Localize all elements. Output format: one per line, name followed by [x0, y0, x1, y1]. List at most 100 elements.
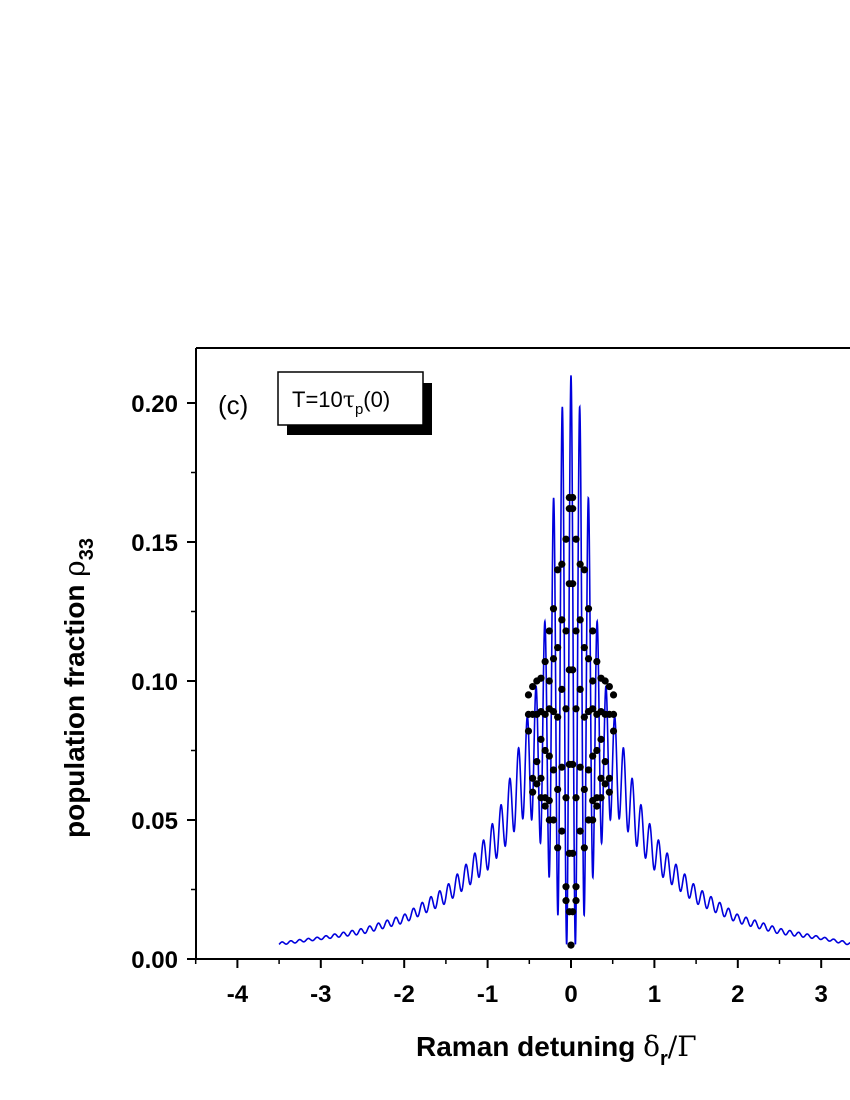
data-point — [605, 682, 613, 691]
data-point — [572, 705, 580, 713]
data-point — [567, 941, 575, 949]
data-point — [584, 605, 593, 613]
data-point — [524, 691, 533, 699]
y-tick-label: 0.00 — [131, 947, 178, 974]
data-point — [601, 758, 609, 766]
data-point — [569, 908, 577, 916]
data-point — [545, 677, 553, 685]
data-point — [529, 788, 537, 796]
data-point — [562, 535, 570, 543]
data-point — [558, 616, 566, 624]
annotation-symbol: τ — [343, 388, 355, 413]
data-point — [569, 849, 577, 857]
data-point — [572, 897, 580, 905]
data-point — [533, 758, 541, 766]
y-axis-title-subscript: 33 — [76, 538, 98, 560]
annotation-box: T=10τp(0) — [277, 371, 432, 435]
data-point — [597, 774, 605, 782]
data-point — [541, 657, 549, 666]
data-point — [529, 774, 537, 782]
x-axis-title-text: Raman detuning — [416, 1031, 643, 1062]
x-axis-title-symbol: δ — [643, 1030, 660, 1063]
data-point — [580, 566, 588, 574]
data-point — [554, 785, 562, 794]
data-point — [609, 727, 618, 735]
data-point — [549, 707, 558, 716]
data-point — [580, 785, 588, 794]
data-point — [562, 883, 570, 891]
plot-frame — [195, 347, 850, 960]
data-point — [609, 691, 618, 699]
x-axis-title-subscript: r — [660, 1048, 668, 1070]
data-point — [584, 655, 593, 663]
annotation-box-frame — [277, 371, 424, 426]
data-point — [572, 535, 580, 543]
annotation-text: T=10τp(0) — [292, 387, 390, 418]
data-point — [549, 766, 558, 774]
data-point — [562, 897, 570, 905]
data-point — [580, 644, 588, 652]
data-point — [558, 827, 566, 835]
data-point — [605, 774, 613, 782]
data-point — [601, 677, 609, 685]
x-tick-label: 2 — [731, 981, 744, 1008]
data-point — [593, 802, 601, 810]
x-tick-label: -1 — [477, 981, 498, 1008]
y-tick-label: 0.05 — [131, 808, 178, 835]
panel-label: (c) — [218, 390, 248, 420]
y-tick-label: 0.20 — [131, 391, 178, 418]
x-axis-title-suffix: /Γ — [668, 1030, 697, 1063]
data-point — [589, 705, 597, 713]
data-point — [580, 844, 588, 852]
data-point — [569, 505, 577, 513]
data-point — [601, 780, 609, 788]
data-point — [537, 674, 545, 682]
data-point — [569, 493, 577, 502]
data-point — [558, 763, 566, 771]
data-point — [593, 657, 601, 666]
y-axis-title-text: population fraction — [59, 577, 90, 838]
data-point — [562, 705, 570, 713]
data-point — [524, 727, 533, 735]
data-point — [537, 735, 545, 743]
data-point — [554, 644, 562, 652]
data-point — [549, 605, 558, 613]
data-point — [554, 713, 562, 721]
data-point — [589, 752, 597, 760]
x-tick-label: 3 — [815, 981, 828, 1008]
data-point — [605, 788, 613, 796]
data-point — [572, 627, 580, 635]
data-point — [562, 627, 570, 635]
data-point — [597, 794, 605, 802]
data-point — [589, 677, 597, 685]
data-point — [576, 560, 584, 568]
series-points-experiment — [524, 493, 618, 949]
x-tick-label: 1 — [648, 981, 661, 1008]
data-point — [529, 682, 537, 691]
data-point — [593, 746, 601, 755]
data-point — [549, 655, 558, 663]
data-point — [545, 627, 553, 635]
annotation-suffix: (0) — [363, 387, 390, 412]
data-point — [576, 685, 584, 693]
y-tick-label: 0.10 — [131, 669, 178, 696]
data-point — [580, 713, 588, 721]
data-point — [545, 752, 553, 760]
x-axis-ticks: -4 -3 -2 -1 0 1 2 3 — [194, 959, 828, 1008]
data-point — [541, 746, 549, 755]
data-point — [569, 580, 577, 588]
data-point — [572, 883, 580, 891]
data-point — [576, 616, 584, 624]
data-point — [554, 566, 562, 574]
data-point — [589, 816, 597, 824]
data-point — [533, 780, 541, 788]
data-point — [569, 666, 577, 674]
data-point — [576, 763, 584, 771]
y-tick-label: 0.15 — [131, 530, 178, 557]
x-tick-label: -2 — [394, 981, 415, 1008]
series-line-theory — [278, 375, 850, 946]
data-point — [589, 627, 597, 635]
data-point — [554, 844, 562, 852]
annotation-subscript: p — [355, 401, 363, 418]
data-point — [558, 685, 566, 693]
